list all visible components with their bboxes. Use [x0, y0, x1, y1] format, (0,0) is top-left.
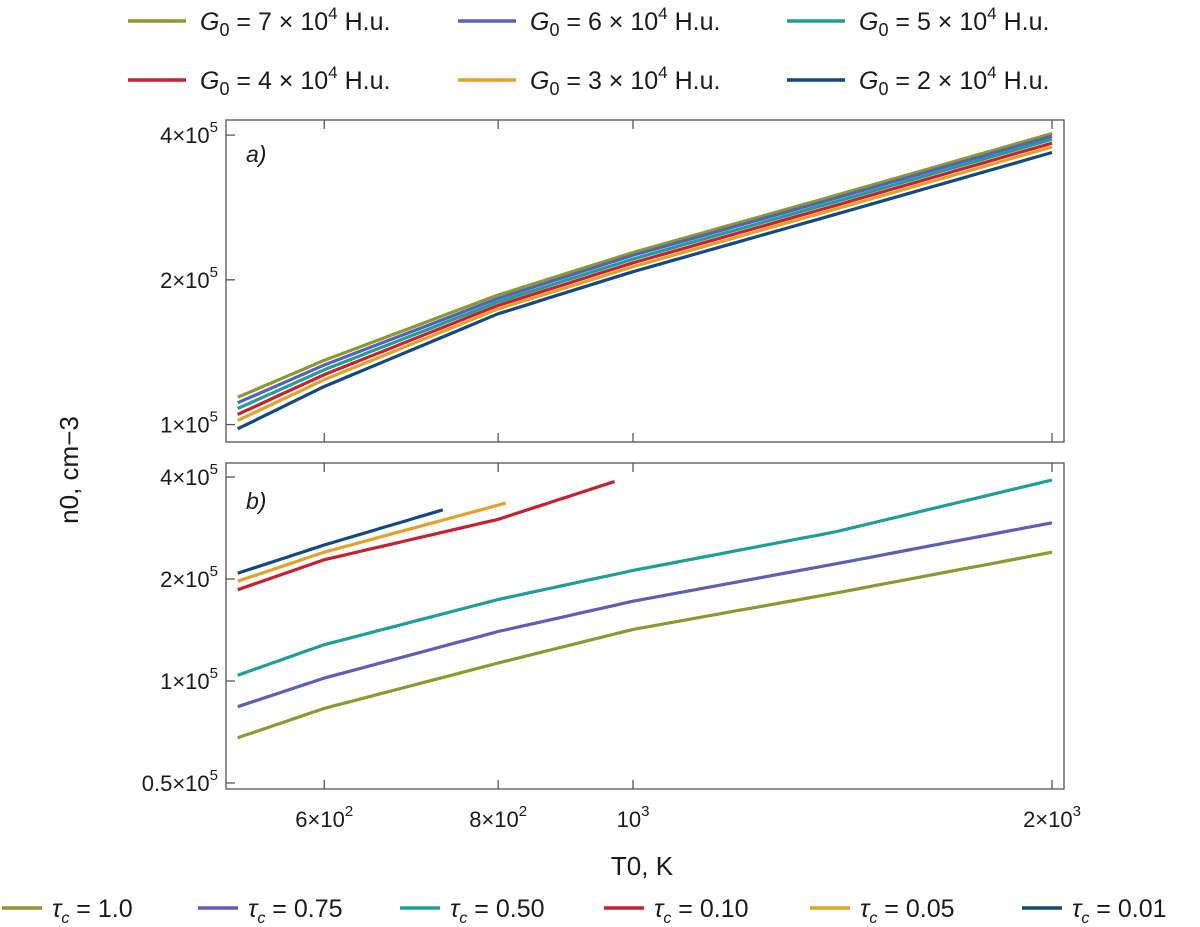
x-tick-label: 8×102 [469, 803, 527, 832]
y-tick-label: 1×105 [160, 409, 218, 438]
y-tick-label: 2×105 [160, 563, 218, 592]
legend-top-item: G0 = 4 × 104 H.u. [128, 63, 390, 99]
legend-bottom-item: τc = 1.0 [2, 895, 133, 927]
series-line-panel-b-1 [237, 521, 1053, 709]
series-line-panel-b-5 [237, 508, 444, 575]
x-tick-label: 6×102 [295, 803, 353, 832]
panel-b-lines [237, 478, 1053, 740]
y-tick-label: 1×105 [160, 665, 218, 694]
series-line-panel-a-4 [237, 145, 1053, 422]
legend-label: G0 = 4 × 104 H.u. [200, 63, 390, 99]
legend-bottom: τc = 1.0 τc = 0.75 τc = 0.50 τc = 0.10 τc = … [2, 895, 1167, 927]
series-line-panel-a-5 [237, 150, 1053, 431]
series-line-panel-b-0 [237, 550, 1053, 740]
series-line-panel-a-3 [237, 141, 1053, 416]
panel-a-frame [225, 119, 1065, 443]
legend-bottom-item: τc = 0.50 [400, 895, 545, 927]
legend-top-item: G0 = 6 × 104 H.u. [458, 4, 720, 40]
panel-a: a) 1×105 2×105 4×105 [160, 119, 1065, 443]
legend-label: G0 = 7 × 104 H.u. [200, 4, 390, 40]
legend-label: τc = 0.50 [450, 895, 545, 927]
y-tick-label: 4×105 [160, 461, 218, 490]
y-tick-label: 4×105 [160, 119, 218, 148]
legend-bottom-item: τc = 0.05 [810, 895, 955, 927]
x-axis-title: T0, K [611, 851, 674, 881]
panel-b-label: b) [246, 488, 266, 514]
y-tick-label: 0.5×105 [142, 767, 218, 796]
legend-label: G0 = 6 × 104 H.u. [530, 4, 720, 40]
panel-a-lines [237, 131, 1053, 431]
legend-top-item: G0 = 2 × 104 H.u. [787, 63, 1049, 99]
legend-top-item: G0 = 3 × 104 H.u. [458, 63, 720, 99]
series-line-panel-b-4 [237, 501, 507, 583]
panel-b-frame [225, 462, 1065, 790]
legend-top: G0 = 7 × 104 H.u. G0 = 6 × 104 H.u. G0 = 5… [128, 4, 1049, 99]
series-line-panel-b-3 [237, 479, 616, 592]
series-line-panel-a-0 [237, 131, 1053, 399]
legend-top-item: G0 = 5 × 104 H.u. [787, 4, 1049, 40]
legend-label: G0 = 2 × 104 H.u. [859, 63, 1049, 99]
y-axis-title: n0, cm−3 [54, 416, 84, 524]
series-line-panel-b-2 [237, 478, 1053, 677]
legend-label: τc = 0.05 [860, 895, 955, 927]
y-tick-label: 2×105 [160, 264, 218, 293]
legend-label: τc = 1.0 [52, 895, 133, 927]
legend-label: τc = 0.75 [248, 895, 343, 927]
panel-b-ticks: 0.5×105 1×105 2×105 4×105 6×102 8×102 103 2×103 [142, 461, 1081, 832]
legend-label: τc = 0.10 [654, 895, 749, 927]
panel-a-label: a) [246, 141, 266, 167]
legend-top-item: G0 = 7 × 104 H.u. [128, 4, 390, 40]
series-line-panel-a-1 [237, 134, 1053, 405]
legend-label: G0 = 5 × 104 H.u. [859, 4, 1049, 40]
legend-bottom-item: τc = 0.75 [198, 895, 343, 927]
x-tick-label: 2×103 [1023, 803, 1081, 832]
legend-label: G0 = 3 × 104 H.u. [530, 63, 720, 99]
y-axis-title-text: n0, cm−3 [54, 416, 84, 524]
panel-b: b) 0.5×105 1×105 2×105 4×105 6×102 8×102 103 2×… [142, 461, 1081, 832]
legend-label: τc = 0.01 [1072, 895, 1167, 927]
x-tick-label: 103 [617, 803, 650, 832]
series-line-panel-a-2 [237, 137, 1053, 410]
legend-bottom-item: τc = 0.01 [1022, 895, 1167, 927]
legend-bottom-item: τc = 0.10 [604, 895, 749, 927]
panel-a-ticks: 1×105 2×105 4×105 [160, 119, 1053, 442]
